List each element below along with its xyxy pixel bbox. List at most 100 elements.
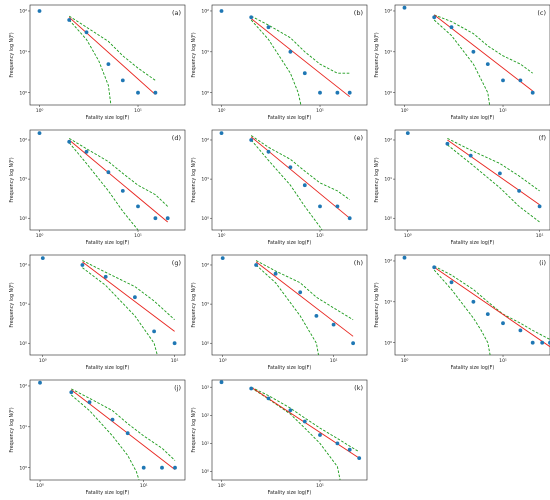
data-point: [87, 400, 92, 405]
data-point: [266, 149, 271, 154]
data-point: [335, 441, 340, 446]
y-axis-label: Frequency log N(F): [374, 157, 380, 202]
data-point: [449, 280, 454, 285]
data-point: [160, 465, 164, 470]
x-tick-label: 10¹: [316, 483, 324, 489]
data-point: [288, 49, 293, 54]
data-point: [351, 341, 355, 346]
panel-label: (a): [172, 9, 181, 17]
y-axis-label: Frequency log N(F): [191, 32, 197, 77]
y-tick-label: 10¹: [19, 302, 27, 308]
data-point: [165, 216, 170, 221]
x-tick-label: 10⁰: [218, 108, 226, 114]
panel-k: 10⁰ 10¹ 10⁰ 10¹ 10² 10³ Fatality size log(F) Fr…: [191, 379, 368, 496]
y-tick-label: 10²: [19, 138, 27, 144]
data-point: [485, 62, 490, 66]
x-tick-label: 10¹: [316, 108, 324, 114]
x-tick-label: 10⁰: [401, 108, 409, 114]
data-point: [84, 30, 89, 35]
upper-bound-line: [447, 137, 540, 192]
upper-bound-line: [434, 14, 533, 74]
data-point: [530, 340, 535, 345]
x-tick-label: 10¹: [499, 358, 507, 364]
data-point: [266, 396, 271, 401]
y-tick-label: 10⁰: [201, 469, 209, 475]
x-axis-label: Fatality size log(F): [86, 115, 130, 121]
data-point: [37, 9, 42, 13]
x-axis-label: Fatality size log(F): [268, 490, 312, 496]
x-tick-label: 10¹: [330, 358, 338, 364]
fit-line: [433, 14, 533, 92]
upper-bound-line: [433, 265, 550, 340]
lower-bound-line: [255, 264, 319, 356]
y-axis-label: Frequency log N(F): [9, 32, 15, 77]
panel-label: (g): [172, 259, 181, 267]
data-point: [67, 139, 72, 144]
x-tick-label: 10¹: [499, 108, 507, 114]
data-point: [37, 131, 42, 136]
panel-i: 10⁰ 10¹ 10⁰ 10¹ 10² Fatality size log(F) Frequ…: [374, 254, 550, 371]
data-point: [302, 183, 307, 188]
y-axis-label: Frequency log N(F): [9, 407, 15, 452]
panel-label: (h): [354, 259, 363, 267]
data-point: [537, 204, 542, 209]
panel-label: (j): [174, 384, 181, 392]
data-point: [273, 271, 278, 276]
y-axis-label: Frequency log N(F): [191, 407, 197, 452]
y-axis-label: Frequency log N(F): [9, 282, 15, 327]
panel-label: (c): [537, 9, 546, 17]
data-point: [219, 380, 224, 385]
lower-bound-line: [68, 19, 112, 106]
data-point: [471, 49, 476, 54]
data-point: [449, 25, 454, 30]
axes-frame: [394, 4, 550, 106]
data-point: [540, 340, 545, 345]
y-axis-label: Frequency log N(F): [191, 157, 197, 202]
x-axis-label: Fatality size log(F): [86, 490, 130, 496]
panel-label: (i): [539, 259, 546, 267]
data-point: [219, 9, 224, 13]
y-tick-label: 10²: [19, 9, 27, 15]
fit-line: [447, 139, 540, 206]
data-point: [106, 62, 111, 66]
data-point: [518, 328, 523, 333]
data-point: [314, 314, 319, 318]
axes-frame: [211, 129, 368, 231]
data-point: [501, 78, 505, 83]
lower-bound-line: [447, 144, 540, 223]
x-tick-label: 10⁰: [404, 233, 412, 239]
axes-frame: [394, 254, 550, 356]
axes-frame: [29, 129, 186, 231]
y-axis-label: Frequency log N(F): [9, 157, 15, 202]
panel-h: 10⁰ 10¹ 10⁰ 10¹ 10² Fatality size log(F) Frequ…: [191, 254, 368, 371]
fit-line: [250, 136, 350, 219]
y-tick-label: 10²: [384, 9, 392, 15]
data-point: [172, 341, 177, 346]
panel-d: 10⁰ 10¹ 10⁰ 10¹ 10² Fatality size log(F) Frequ…: [9, 129, 186, 246]
fit-line: [68, 139, 168, 223]
x-axis-label: Fatality size log(F): [268, 115, 312, 121]
lower-bound-line: [82, 267, 158, 356]
y-tick-label: 10¹: [201, 441, 209, 447]
data-point: [302, 71, 307, 76]
upper-bound-line: [250, 135, 350, 200]
data-point: [220, 256, 225, 260]
y-tick-label: 10²: [384, 259, 392, 265]
data-point: [173, 465, 177, 470]
panel-j: 10⁰ 10¹ 10⁰ 10¹ 10² Fatality size log(F) Frequ…: [9, 379, 186, 496]
data-point: [445, 141, 450, 146]
data-point: [125, 431, 130, 436]
data-point: [517, 189, 521, 193]
y-tick-label: 10¹: [19, 424, 27, 430]
y-tick-label: 10⁰: [201, 341, 209, 347]
x-axis-label: Fatality size log(F): [451, 365, 495, 371]
x-tick-label: 10¹: [316, 233, 324, 239]
data-point: [219, 131, 224, 136]
y-tick-label: 10⁰: [384, 216, 392, 222]
data-point: [120, 78, 125, 83]
data-point: [347, 216, 352, 221]
y-tick-label: 10²: [201, 138, 209, 144]
data-point: [357, 456, 362, 460]
lower-bound-line: [250, 387, 341, 481]
y-axis-label: Frequency log N(F): [374, 32, 380, 77]
